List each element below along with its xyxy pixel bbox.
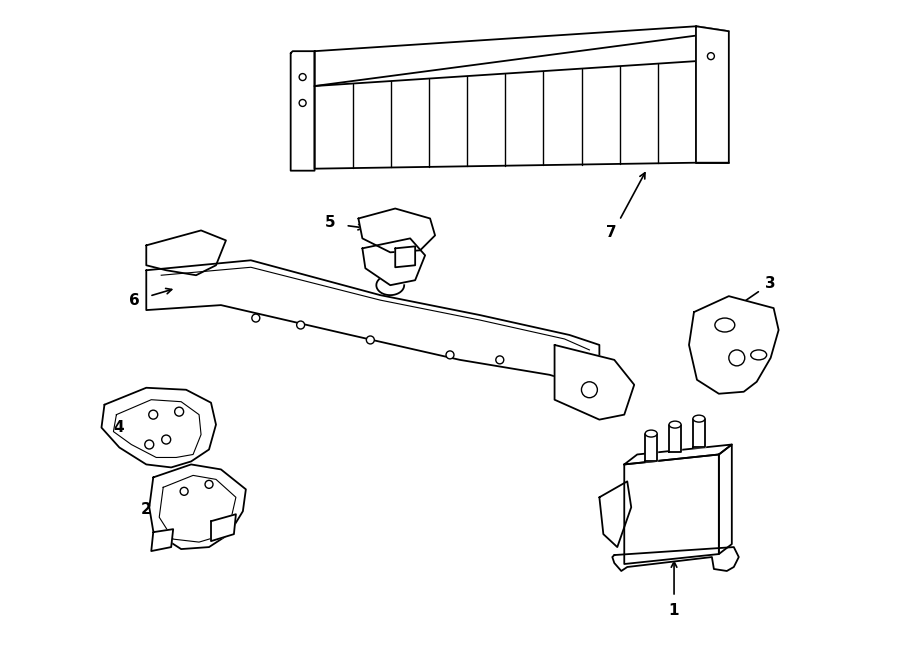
Circle shape	[175, 407, 184, 416]
Circle shape	[297, 321, 304, 329]
Circle shape	[366, 336, 374, 344]
Polygon shape	[554, 345, 634, 420]
Polygon shape	[358, 208, 435, 253]
Ellipse shape	[715, 318, 734, 332]
Circle shape	[729, 350, 745, 366]
Circle shape	[581, 382, 598, 398]
Polygon shape	[719, 444, 732, 554]
Circle shape	[148, 410, 157, 419]
Circle shape	[252, 314, 260, 322]
Polygon shape	[689, 296, 778, 394]
Polygon shape	[102, 388, 216, 467]
Circle shape	[299, 73, 306, 81]
Text: 2: 2	[141, 502, 152, 517]
Circle shape	[299, 99, 306, 106]
Polygon shape	[669, 424, 681, 453]
Polygon shape	[625, 444, 732, 465]
Circle shape	[145, 440, 154, 449]
Polygon shape	[151, 529, 173, 551]
Text: 4: 4	[113, 420, 123, 435]
Polygon shape	[599, 481, 631, 547]
Circle shape	[205, 481, 213, 488]
Polygon shape	[363, 239, 425, 285]
Polygon shape	[149, 465, 246, 549]
Circle shape	[496, 356, 504, 364]
Polygon shape	[211, 514, 236, 541]
Ellipse shape	[751, 350, 767, 360]
Polygon shape	[147, 231, 226, 275]
Circle shape	[180, 487, 188, 495]
Polygon shape	[395, 247, 415, 267]
Polygon shape	[693, 418, 705, 447]
Text: 1: 1	[669, 603, 680, 618]
Polygon shape	[645, 434, 657, 461]
Ellipse shape	[693, 415, 705, 422]
Circle shape	[162, 435, 171, 444]
Circle shape	[446, 351, 454, 359]
Ellipse shape	[669, 421, 681, 428]
Text: 5: 5	[325, 215, 336, 230]
Circle shape	[707, 53, 715, 59]
Text: 7: 7	[606, 225, 616, 240]
Text: 3: 3	[765, 276, 776, 291]
Polygon shape	[625, 455, 719, 564]
Polygon shape	[612, 547, 739, 571]
Polygon shape	[315, 26, 729, 86]
Ellipse shape	[645, 430, 657, 437]
Polygon shape	[147, 260, 599, 390]
Polygon shape	[315, 61, 696, 169]
Polygon shape	[696, 26, 729, 163]
Polygon shape	[291, 51, 315, 171]
Text: 6: 6	[129, 293, 140, 307]
